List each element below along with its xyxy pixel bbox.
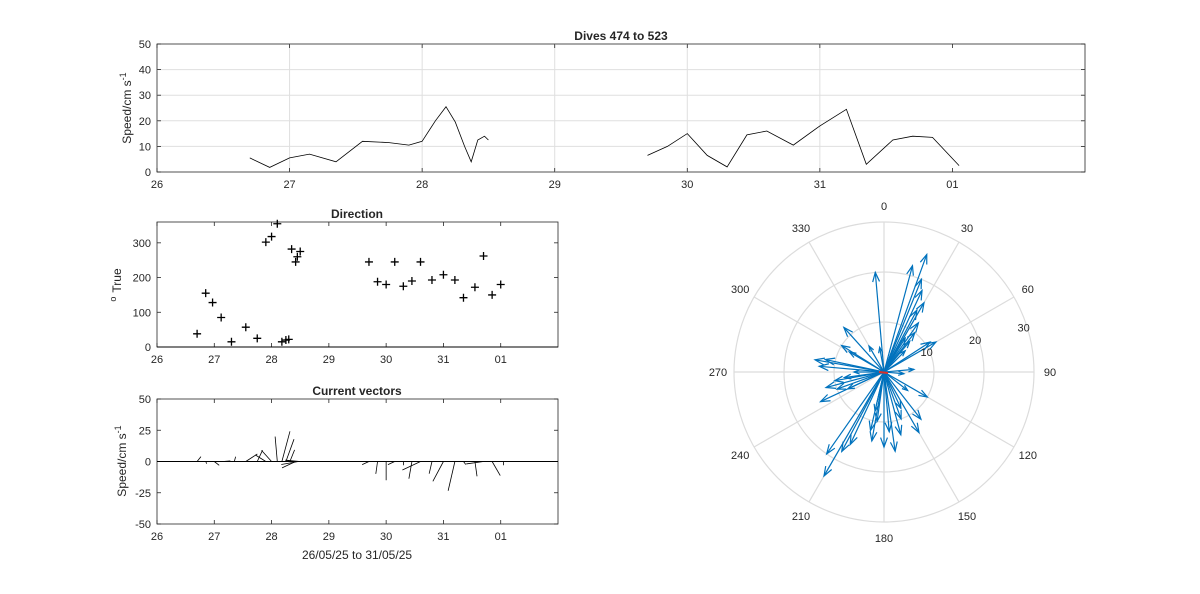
vectors-ylabel-text: Speed/cm s [115, 433, 129, 496]
speed-ytick-label: 40 [139, 65, 151, 77]
compass-angle-label: 300 [731, 284, 749, 296]
speed-xtick-label: 30 [681, 179, 693, 191]
direction-title: Direction [331, 207, 383, 221]
compass-arrow-head [918, 390, 927, 397]
compass-angle-label: 90 [1044, 367, 1056, 379]
direction-ytick-label: 300 [133, 238, 151, 250]
direction-xtick-label: 31 [437, 354, 449, 366]
compass-radial-label: 10 [921, 347, 933, 359]
speed-xtick-label: 27 [283, 179, 295, 191]
compass-arrow-shaft [884, 372, 927, 397]
direction-panel: 26 27 28 29 30 31 01 0 100 200 300 Direction o True [108, 207, 558, 366]
compass-angle-label: 60 [1022, 284, 1034, 296]
speed-xtick-label: 28 [416, 179, 428, 191]
compass-arrows [815, 255, 936, 476]
compass-arrow-head [909, 310, 916, 320]
direction-ytick-label: 100 [133, 307, 151, 319]
compass-angle-label: 150 [958, 511, 976, 523]
vectors-panel: 26 27 28 29 30 31 01 -50 -25 0 25 50 Current vector… [113, 384, 558, 562]
compass-origin-mark [879, 372, 888, 373]
compass-angle-label: 30 [961, 223, 973, 235]
speed-timeseries-panel: 26 27 28 29 30 31 01 0 10 20 30 40 50 Dives 474 to 5… [118, 29, 1085, 191]
compass-angle-label: 180 [875, 533, 893, 545]
compass-arrow-head [916, 303, 924, 313]
speed-ytick-label: 30 [139, 90, 151, 102]
direction-xtick-label: 28 [265, 354, 277, 366]
speed-xtick-label: 26 [151, 179, 163, 191]
compass-panel: 0 30 60 90 120 150 180 210 240 270 300 330 10 20 30 [709, 201, 1056, 545]
direction-ytick-label: 0 [145, 342, 151, 354]
vectors-xtick-label: 31 [437, 531, 449, 543]
vectors-ytick-label: -25 [135, 488, 151, 500]
vectors-xtick-label: 27 [208, 531, 220, 543]
vectors-ytick-label: -50 [135, 519, 151, 531]
vectors-ytick-label: 50 [139, 394, 151, 406]
compass-arrow-head [911, 423, 919, 433]
compass-angle-label: 0 [881, 201, 887, 213]
compass-angle-label: 270 [709, 367, 727, 379]
vectors-xtick-label: 30 [380, 531, 392, 543]
vectors-title: Current vectors [312, 384, 402, 398]
speed-xtick-label: 31 [814, 179, 826, 191]
speed-title: Dives 474 to 523 [574, 29, 668, 43]
speed-ytick-label: 20 [139, 116, 151, 128]
speed-xtick-label: 29 [549, 179, 561, 191]
compass-angle-label: 330 [792, 223, 810, 235]
vectors-ylabel: Speed/cm s-1 [113, 425, 129, 496]
speed-plot-area [157, 44, 1085, 172]
direction-ylabel-text: True [110, 268, 124, 293]
speed-ytick-label: 50 [139, 39, 151, 51]
compass-angle-label: 240 [731, 450, 749, 462]
direction-ylabel-degree: o [108, 297, 118, 302]
speed-ytick-label: 0 [145, 167, 151, 179]
direction-xtick-label: 30 [380, 354, 392, 366]
compass-arrow-shaft [819, 366, 884, 372]
vectors-xtick-label: 28 [265, 531, 277, 543]
direction-ylabel: o True [108, 268, 124, 302]
speed-xtick-label: 01 [946, 179, 958, 191]
direction-xtick-label: 01 [495, 354, 507, 366]
direction-xtick-label: 26 [151, 354, 163, 366]
vectors-ytick-label: 0 [145, 457, 151, 469]
speed-ytick-label: 10 [139, 141, 151, 153]
compass-arrow-shaft [884, 372, 919, 433]
compass-radial-label: 30 [1018, 323, 1030, 335]
vectors-xtick-label: 29 [323, 531, 335, 543]
speed-ylabel-exp: -1 [118, 72, 128, 80]
vectors-xtick-label: 01 [495, 531, 507, 543]
vectors-ylabel-exp: -1 [113, 425, 123, 433]
compass-arrow-head [824, 466, 832, 476]
direction-xtick-label: 29 [323, 354, 335, 366]
compass-angle-label: 210 [792, 511, 810, 523]
vectors-ytick-label: 25 [139, 425, 151, 437]
vectors-xlabel: 26/05/25 to 31/05/25 [302, 548, 412, 562]
direction-ytick-label: 200 [133, 273, 151, 285]
speed-ylabel: Speed/cm s-1 [118, 72, 134, 143]
compass-radial-label: 20 [969, 335, 981, 347]
speed-ylabel-text: Speed/cm s [120, 80, 134, 143]
vectors-xtick-label: 26 [151, 531, 163, 543]
compass-angle-label: 120 [1019, 450, 1037, 462]
direction-xtick-label: 27 [208, 354, 220, 366]
